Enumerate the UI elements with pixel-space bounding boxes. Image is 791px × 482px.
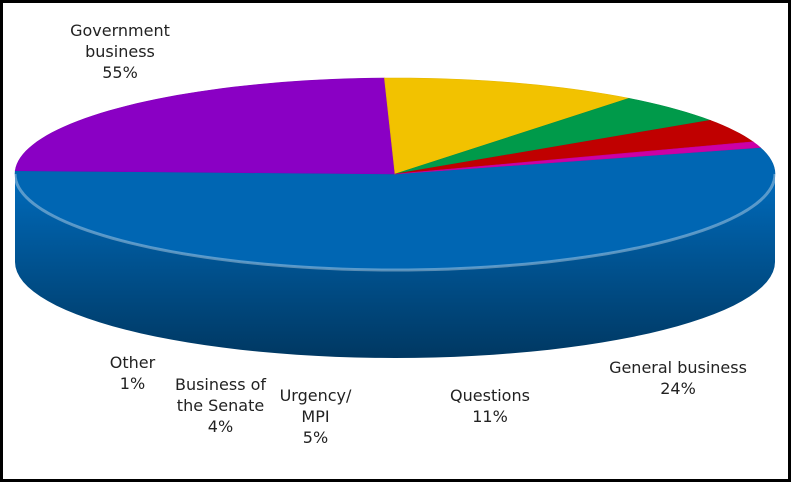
label-urgency-mpi: Urgency/ MPI 5% — [279, 386, 352, 447]
label-business-of-the-senate: Business of the Senate 4% — [174, 375, 267, 436]
slice-top-3 — [394, 98, 712, 175]
label-general-business: General business 24% — [609, 358, 747, 398]
slice-top-1 — [14, 77, 396, 175]
slice-top-4 — [394, 120, 754, 175]
slice-top-2 — [384, 77, 630, 175]
label-government-business: Government business 55% — [70, 21, 170, 82]
label-other: Other 1% — [109, 353, 156, 393]
slice-top-5 — [394, 141, 762, 175]
label-questions: Questions 11% — [450, 386, 530, 426]
slice-top-0 — [14, 147, 776, 271]
slice-side-0 — [15, 174, 775, 358]
pie-rim-highlight — [13, 173, 777, 272]
